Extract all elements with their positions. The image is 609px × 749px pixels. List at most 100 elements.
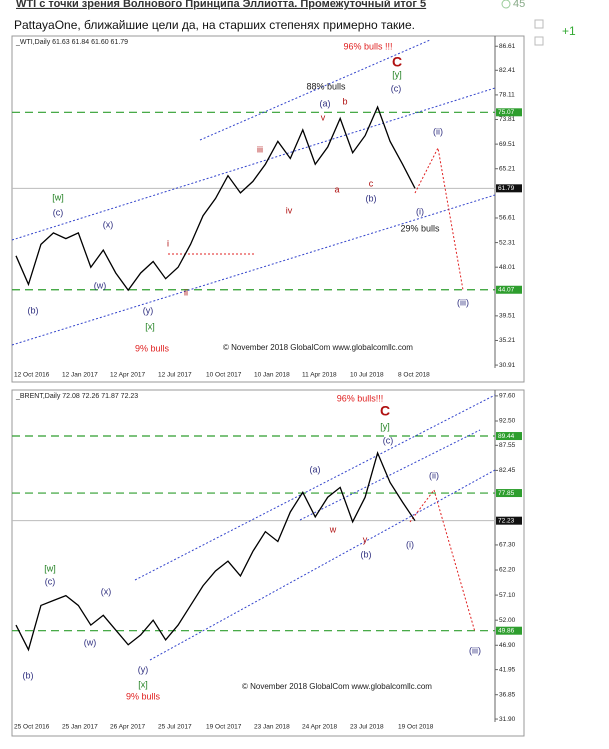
y-tick-label: 92.50 xyxy=(499,418,516,425)
y-tick-label: 48.01 xyxy=(499,264,516,271)
wave-label: 29% bulls xyxy=(400,223,440,233)
wave-label: [w] xyxy=(44,563,56,573)
wave-label: (w) xyxy=(84,637,97,647)
wave-label: 88% bulls xyxy=(306,81,346,91)
wave-label: (b) xyxy=(28,305,39,315)
wave-label: (y) xyxy=(138,664,149,674)
wave-label: C xyxy=(392,54,402,70)
y-tick-label: 31.90 xyxy=(499,716,516,723)
wave-label: (c) xyxy=(391,83,402,93)
y-tick-label: 82.45 xyxy=(499,467,516,474)
x-tick-label: 12 Jan 2017 xyxy=(62,372,98,379)
wave-label: (c) xyxy=(53,207,64,217)
level-box xyxy=(496,489,522,498)
wave-label: (w) xyxy=(94,280,107,290)
current-box xyxy=(496,184,522,193)
y-tick-label: 56.61 xyxy=(499,215,516,222)
x-tick-label: 26 Apr 2017 xyxy=(110,724,145,731)
icon[interactable] xyxy=(534,19,544,29)
wave-label: b xyxy=(342,96,347,106)
wave-label: © November 2018 GlobalCom www.globalcoml… xyxy=(242,682,432,691)
wave-label: [y] xyxy=(392,69,402,79)
y-tick-label: 52.31 xyxy=(499,239,516,246)
wave-label: (i) xyxy=(416,206,424,216)
wave-label: (a) xyxy=(320,98,331,108)
level-label: 49.86 xyxy=(498,627,515,634)
wave-label: v xyxy=(321,112,326,122)
wave-label: (iii) xyxy=(469,645,481,655)
wave-label: (iii) xyxy=(457,297,469,307)
level-box xyxy=(496,626,522,635)
wave-label: (c) xyxy=(383,435,394,445)
x-tick-label: 12 Apr 2017 xyxy=(110,372,145,379)
y-tick-label: 73.81 xyxy=(499,116,516,123)
wave-label: iv xyxy=(286,205,293,215)
projection xyxy=(409,488,476,633)
x-tick-label: 23 Jul 2018 xyxy=(350,724,384,731)
level-label: 77.85 xyxy=(498,490,515,497)
y-tick-label: 65.21 xyxy=(499,165,516,172)
wave-label: (i) xyxy=(406,539,414,549)
wave-label: 96% bulls!!! xyxy=(337,393,384,403)
y-tick-label: 78.11 xyxy=(499,92,515,99)
wave-label: (b) xyxy=(366,193,377,203)
wave-label: w xyxy=(329,524,337,534)
projection xyxy=(414,146,464,291)
wave-label: (y) xyxy=(143,305,154,315)
level-box xyxy=(496,108,522,117)
wti-chart: _WTI,Daily 61.63 61.84 61.60 61.79 86.61 8… xyxy=(11,35,525,383)
channel-line xyxy=(134,394,496,581)
wave-label: iii xyxy=(257,144,263,154)
level-label: 75.07 xyxy=(498,109,515,116)
wave-label: (a) xyxy=(310,464,321,474)
chart-frame xyxy=(11,389,525,737)
wave-label: (c) xyxy=(45,576,56,586)
like-icon[interactable] xyxy=(501,0,511,9)
x-tick-label: 12 Jul 2017 xyxy=(158,372,192,379)
wave-label: (b) xyxy=(361,549,372,559)
price-line xyxy=(15,105,416,292)
wave-label: [x] xyxy=(145,321,155,331)
y-tick-label: 86.61 xyxy=(499,43,516,50)
x-tick-label: 19 Oct 2018 xyxy=(398,724,434,731)
x-tick-label: 10 Jan 2018 xyxy=(254,372,290,379)
wave-label: (x) xyxy=(101,586,112,596)
wave-label: [y] xyxy=(380,421,390,431)
y-tick-label: 87.55 xyxy=(499,442,516,449)
chart-frame xyxy=(11,35,525,383)
y-tick-label: 67.30 xyxy=(499,542,516,549)
y-tick-label: 62.20 xyxy=(499,567,516,574)
x-tick-label: 12 Oct 2016 xyxy=(14,372,50,379)
brent-chart: _BRENT,Daily 72.08 72.26 71.87 72.23 97.6… xyxy=(11,389,525,737)
topic-title[interactable]: WTI с точки зрения Волнового Принципа Эл… xyxy=(16,0,426,10)
x-tick-label: 25 Oct 2016 xyxy=(14,724,50,731)
current-box xyxy=(496,516,522,525)
wave-label: (b) xyxy=(23,670,34,680)
y-tick-label: 41.95 xyxy=(499,666,516,673)
like-count: 45 xyxy=(513,0,525,10)
wave-label: ii xyxy=(184,287,188,297)
wave-label: (ii) xyxy=(433,126,443,136)
vote[interactable]: +1 xyxy=(562,24,576,38)
y-tick-label: 57.10 xyxy=(499,592,516,599)
x-tick-label: 25 Jan 2017 xyxy=(62,724,98,731)
current-label: 72.23 xyxy=(498,517,515,524)
wave-label: a xyxy=(334,184,339,194)
x-tick-label: 23 Jan 2018 xyxy=(254,724,290,731)
current-label: 61.79 xyxy=(498,185,515,192)
wave-label: [w] xyxy=(52,192,64,202)
y-tick-label: 39.51 xyxy=(499,313,516,320)
wave-label: 9% bulls xyxy=(126,691,161,701)
y-tick-label: 97.60 xyxy=(499,393,516,400)
wave-label: 96% bulls !!! xyxy=(343,41,392,51)
y-tick-label: 82.41 xyxy=(499,67,516,74)
wave-label: y xyxy=(363,534,368,544)
x-tick-label: 10 Oct 2017 xyxy=(206,372,242,379)
x-tick-label: 24 Apr 2018 xyxy=(302,724,337,731)
x-tick-label: 11 Apr 2018 xyxy=(302,372,337,379)
x-tick-label: 10 Jul 2018 xyxy=(350,372,384,379)
icon[interactable] xyxy=(534,36,544,46)
level-box xyxy=(496,432,522,441)
